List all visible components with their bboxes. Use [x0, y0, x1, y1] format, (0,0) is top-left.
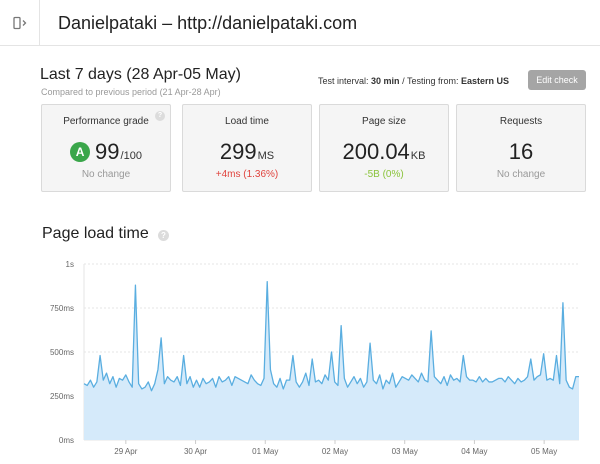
site-title: Danielpataki – http://danielpataki.com: [58, 13, 358, 33]
series-area: [84, 281, 579, 440]
y-tick-label: 500ms: [50, 348, 74, 357]
y-tick-label: 1s: [66, 260, 74, 269]
load-time-card: Load time 299 MS +4ms (1.36%): [182, 104, 312, 192]
x-tick-label: 30 Apr: [184, 447, 207, 456]
sidebar-toggle-icon[interactable]: [0, 0, 40, 46]
interval-label: Test interval:: [318, 76, 369, 86]
top-bar: Danielpataki – http://danielpataki.com: [0, 0, 600, 46]
card-label: Load time: [225, 116, 269, 127]
y-tick-label: 750ms: [50, 304, 74, 313]
location-label: Testing from:: [406, 76, 459, 86]
page-load-time-chart: 0ms 250ms 500ms 750ms 1s 29 Apr 30 Apr 01 May 02…: [50, 260, 579, 456]
test-info: Test interval: 30 min / Testing from: Ea…: [318, 76, 509, 86]
load-time-unit: MS: [257, 150, 275, 162]
x-tick-label: 02 May: [322, 447, 348, 456]
x-tick-label: 01 May: [252, 447, 278, 456]
load-time-change: +4ms (1.36%): [215, 169, 279, 180]
page-size-change: -5B (0%): [364, 169, 404, 180]
period-title: Last 7 days (28 Apr-05 May): [40, 66, 241, 83]
x-tick-label: 04 May: [461, 447, 487, 456]
x-tick-label: 05 May: [531, 447, 557, 456]
load-time-value: 299: [219, 139, 257, 164]
page-size-unit: KB: [410, 150, 426, 162]
page-size-value: 200.04: [342, 139, 410, 164]
page-size-card: Page size 200.04 KB -5B (0%): [319, 104, 449, 192]
card-label: Performance grade: [63, 116, 149, 127]
period-comparison: Compared to previous period (21 Apr-28 A…: [41, 87, 221, 97]
interval-value: 30 min: [371, 76, 400, 86]
grade-value: 99: [95, 139, 120, 164]
panel-expand-icon: [12, 16, 26, 30]
requests-card: Requests 16 No change: [456, 104, 586, 192]
grade-badge: A: [70, 142, 91, 162]
y-tick-label: 250ms: [50, 392, 74, 401]
help-icon[interactable]: ?: [155, 111, 165, 121]
location-value: Eastern US: [460, 76, 510, 86]
card-label: Requests: [499, 116, 543, 127]
card-label: Page size: [362, 116, 406, 127]
grade-change: No change: [81, 169, 131, 180]
performance-grade-card: ? Performance grade A 99 /100 No change: [41, 104, 171, 192]
y-tick-label: 0ms: [59, 436, 74, 445]
help-icon[interactable]: ?: [158, 230, 169, 241]
series-line: [83, 280, 579, 392]
requests-change: No change: [496, 169, 546, 180]
edit-check-button[interactable]: Edit check: [528, 70, 586, 90]
x-tick-label: 29 Apr: [114, 447, 137, 456]
requests-value: 16: [508, 139, 534, 164]
info-separator: /: [402, 76, 405, 86]
chart-title: Page load time: [42, 225, 149, 242]
grade-unit: /100: [120, 150, 142, 162]
x-tick-label: 03 May: [392, 447, 418, 456]
